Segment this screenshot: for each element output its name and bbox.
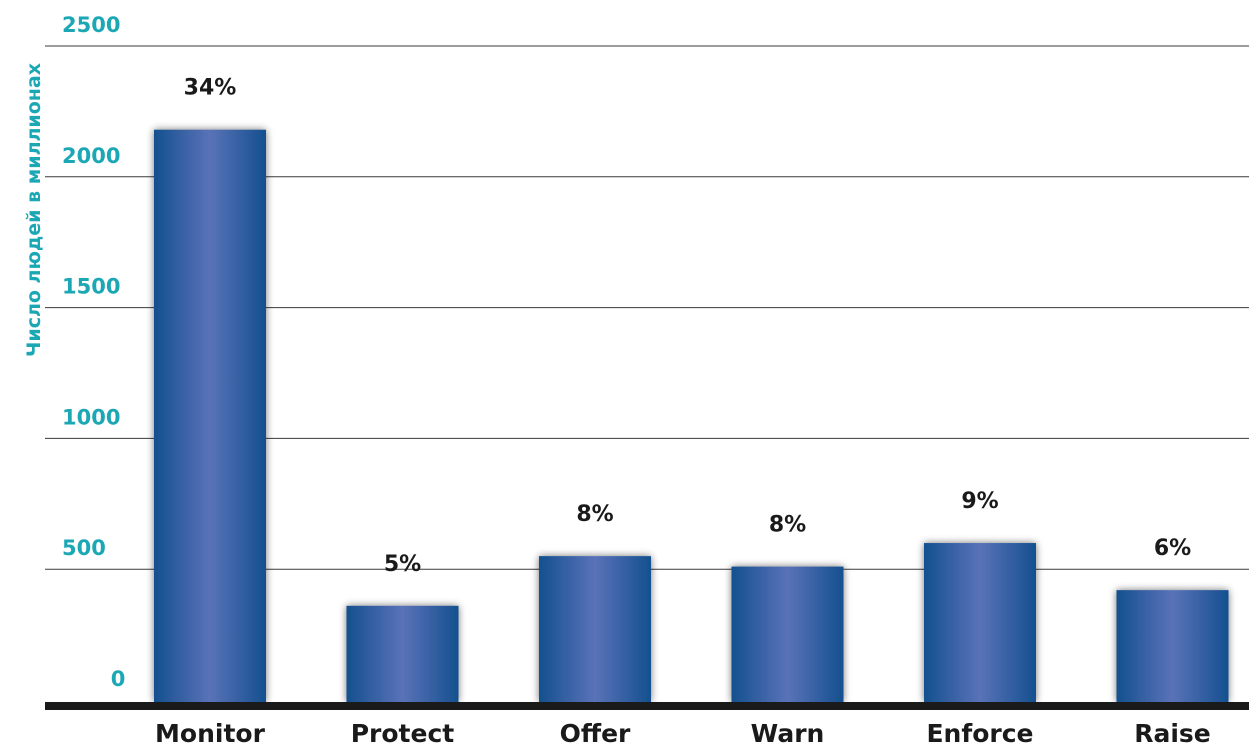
bars xyxy=(154,129,1229,702)
y-tick-label: 500 xyxy=(62,536,106,560)
bar-raise xyxy=(1116,590,1229,702)
data-label-raise: 6% xyxy=(1154,536,1191,561)
data-label-offer: 8% xyxy=(576,502,613,527)
x-tick-warn: Warn xyxy=(751,719,825,747)
data-label-protect: 5% xyxy=(384,552,421,577)
data-label-enforce: 9% xyxy=(961,489,998,514)
y-tick-label: 1000 xyxy=(62,405,120,429)
data-label-monitor: 34% xyxy=(184,76,237,101)
bar-monitor xyxy=(154,129,266,702)
bar-offer xyxy=(539,556,651,702)
y-tick-label: 2000 xyxy=(62,144,120,168)
bar-protect xyxy=(346,605,459,702)
y-axis-ticks: 0 500 1000 1500 2000 2500 xyxy=(62,13,125,691)
y-tick-label: 0 xyxy=(111,667,126,691)
bar-warn xyxy=(731,566,844,702)
data-label-warn: 8% xyxy=(769,513,806,538)
y-axis-label: Число людей в миллионах xyxy=(23,63,45,357)
x-tick-protect: Protect xyxy=(351,719,455,747)
x-tick-offer: Offer xyxy=(560,719,631,747)
x-axis-ticks: Monitor Protect Offer Warn Enforce Raise xyxy=(155,719,1211,747)
x-tick-raise: Raise xyxy=(1134,719,1211,747)
y-tick-label: 1500 xyxy=(62,275,120,299)
x-tick-enforce: Enforce xyxy=(926,719,1033,747)
x-tick-monitor: Monitor xyxy=(155,719,266,747)
y-tick-label: 2500 xyxy=(62,13,120,37)
bar-enforce xyxy=(924,543,1036,702)
data-labels: 34% 5% 8% 8% 9% 6% xyxy=(184,76,1192,577)
